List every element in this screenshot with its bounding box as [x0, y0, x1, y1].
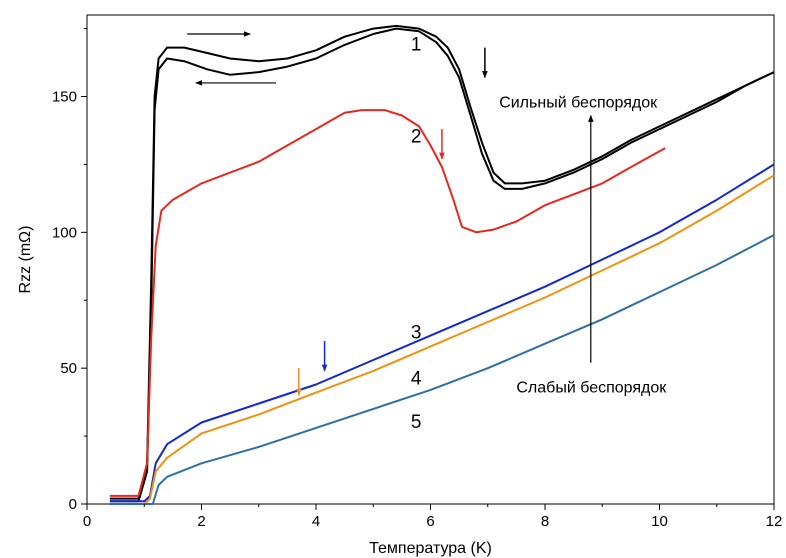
y-tick-label: 100: [52, 224, 77, 241]
x-axis: 0 2 4 6 8 10 12: [83, 504, 783, 530]
annotation-1: Сильный беспорядок: [499, 94, 658, 111]
y-tick-label: 50: [60, 360, 77, 377]
curve-label-5: 5: [411, 412, 422, 433]
y-tick-label: 150: [52, 89, 77, 106]
y-axis-title: Rzz (mΩ): [17, 226, 34, 294]
curve-label-1: 1: [411, 34, 422, 55]
arrow-layer: [187, 31, 594, 397]
x-tick-label: 4: [312, 513, 320, 530]
curve-label-3: 3: [411, 322, 422, 343]
x-tick-label: 12: [766, 513, 783, 530]
series-line-4: [109, 163, 775, 503]
y-tick-label: 0: [69, 496, 77, 513]
x-axis-title: Температура (K): [369, 540, 492, 557]
x-tick-label: 10: [651, 513, 668, 530]
curve-label-2: 2: [411, 127, 422, 148]
y-axis: 0 50 100 150: [52, 28, 87, 513]
series-line-6: [109, 234, 775, 505]
plot-area: 1 2 3 4 5 Сильный беспорядок Слабый беспорядок: [86, 14, 775, 505]
label-layer: 1 2 3 4 5 Сильный беспорядок Слабый беспорядок: [411, 34, 667, 433]
series-line-1: [109, 24, 775, 500]
series-layer: [109, 24, 775, 505]
x-tick-label: 0: [83, 513, 91, 530]
annotation-2: Слабый беспорядок: [516, 380, 667, 397]
series-line-2: [109, 27, 775, 503]
x-tick-label: 6: [426, 513, 434, 530]
series-line-3: [109, 109, 666, 497]
series-line-5: [109, 174, 775, 505]
x-tick-label: 8: [541, 513, 549, 530]
x-tick-label: 2: [197, 513, 205, 530]
curve-label-4: 4: [411, 368, 422, 389]
